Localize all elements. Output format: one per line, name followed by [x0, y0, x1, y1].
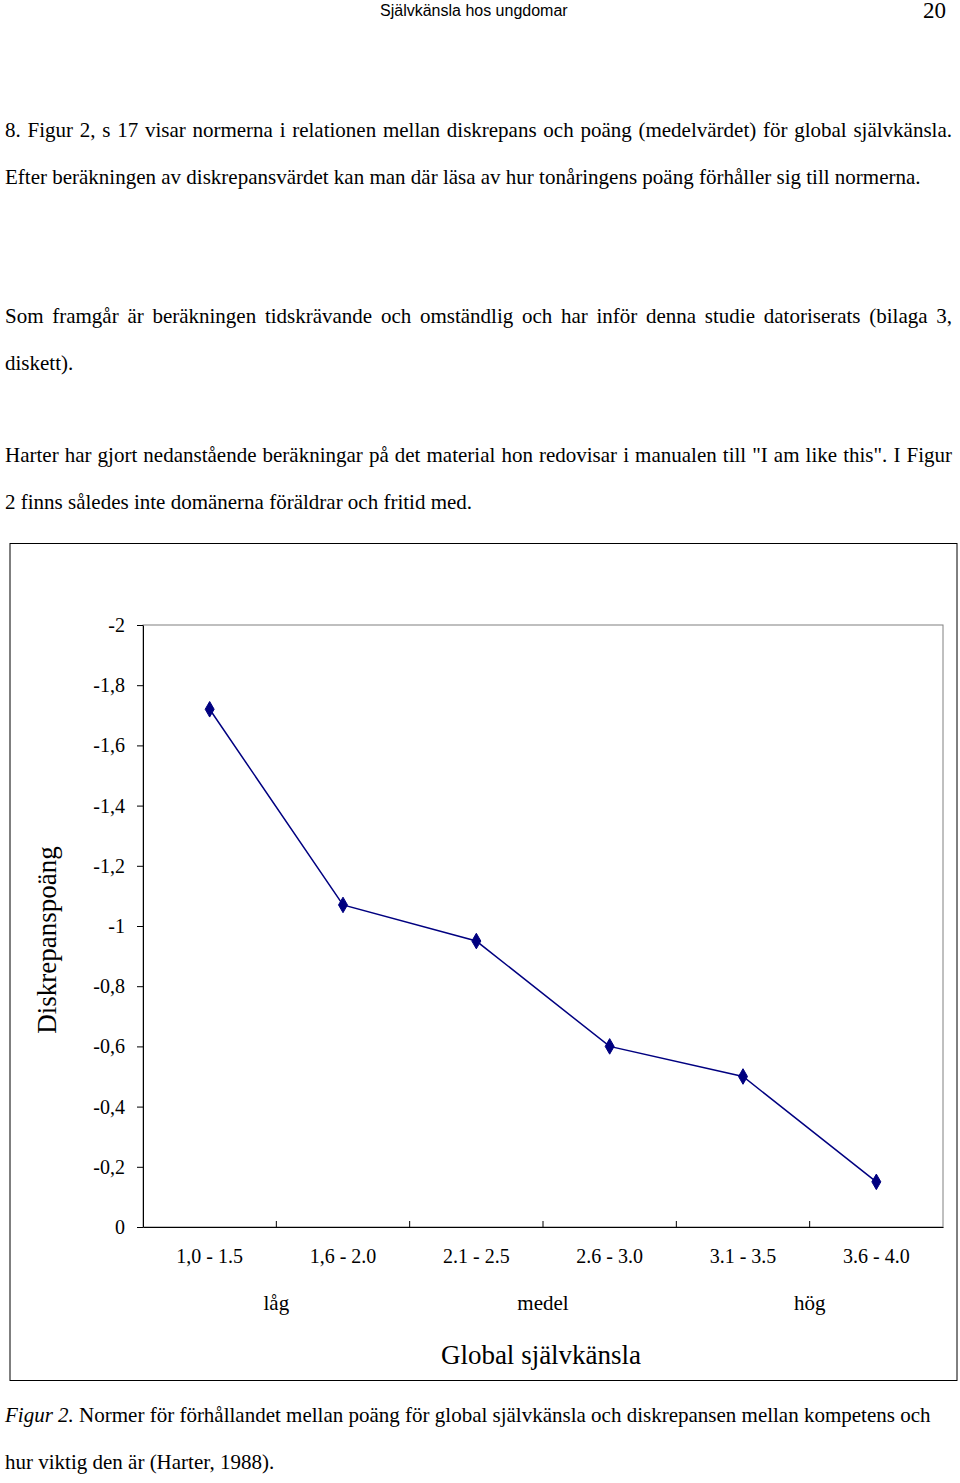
x-divider — [809, 1221, 810, 1227]
y-tick-mark — [137, 1227, 143, 1228]
y-tick-label: -0,4 — [93, 1096, 125, 1118]
x-tick: 3.1 - 3.5 — [710, 1227, 777, 1267]
x-tick-label: 2.6 - 3.0 — [576, 1245, 643, 1267]
x-divider — [676, 1221, 677, 1227]
y-tick: -1,4 — [93, 795, 143, 817]
y-axis-line — [143, 626, 144, 1228]
data-point — [205, 701, 214, 717]
x-axis-title: Global självkänsla — [441, 1340, 641, 1370]
y-tick: -0,2 — [93, 1156, 143, 1178]
x-tick: 3.6 - 4.0 — [843, 1227, 910, 1267]
caption-label: Figur 2. — [5, 1403, 74, 1427]
y-tick-label: -0,6 — [93, 1035, 125, 1057]
x-tick-label: 1,0 - 1.5 — [176, 1245, 243, 1267]
caption: Figur 2. Normer för förhållandet mellan … — [5, 1392, 952, 1483]
y-tick-mark — [137, 745, 143, 746]
y-tick-mark — [137, 806, 143, 807]
y-tick: -0,6 — [93, 1035, 143, 1057]
y-tick-mark — [137, 625, 143, 626]
plot-area — [205, 701, 881, 1189]
y-tick: -1,2 — [93, 855, 143, 877]
y-tick: -1,8 — [93, 674, 143, 696]
y-tick-label: -1,8 — [93, 674, 125, 696]
paragraph: Som framgår är beräkningen tidskrävande … — [5, 293, 952, 386]
data-point — [739, 1069, 748, 1085]
y-tick-label: -2 — [108, 614, 125, 636]
y-tick: -0,4 — [93, 1096, 143, 1118]
x-divider — [409, 1221, 410, 1227]
y-tick-mark — [137, 685, 143, 686]
data-point — [872, 1174, 881, 1190]
x-annotation: låg — [264, 1291, 290, 1315]
data-point — [339, 897, 348, 913]
y-tick-mark — [137, 1107, 143, 1108]
y-tick-label: -1 — [108, 915, 125, 937]
y-tick-label: -1,4 — [93, 795, 125, 817]
x-axis: 1,0 - 1.5 1,6 - 2.0 2.1 - 2.5 2.6 - 3.0 3.1 … — [144, 1227, 944, 1267]
caption-text: Normer för förhållandet mellan poäng för… — [5, 1403, 931, 1474]
y-tick-label: -0,2 — [93, 1156, 125, 1178]
y-tick-mark — [137, 866, 143, 867]
x-tick: 1,0 - 1.5 — [176, 1227, 243, 1267]
x-tick-label: 1,6 - 2.0 — [310, 1245, 377, 1267]
paragraph: Harter har gjort nedanstående beräkninga… — [5, 432, 952, 525]
x-annotation: medel — [517, 1291, 568, 1315]
x-tick-label: 3.6 - 4.0 — [843, 1245, 910, 1267]
x-tick: 1,6 - 2.0 — [310, 1227, 377, 1267]
plot-frame — [143, 625, 943, 1227]
x-tick-label: 3.1 - 3.5 — [710, 1245, 777, 1267]
x-axis-line — [144, 1227, 944, 1228]
y-tick: 0 — [115, 1216, 143, 1238]
x-annotation: hög — [794, 1291, 826, 1315]
chart-border — [10, 544, 957, 1381]
y-tick-label: -0,8 — [93, 975, 125, 997]
chart: -2 -1,8 -1,6 -1,4 -1,2 -1 -0,8 -0,6 -0,4 -0,2 0 1,0… — [0, 543, 960, 1383]
data-line — [210, 709, 877, 1182]
data-point — [605, 1039, 614, 1055]
y-tick-label: -1,6 — [93, 734, 125, 756]
y-axis-title: Diskrepanspoäng — [32, 846, 62, 1033]
y-tick-mark — [137, 926, 143, 927]
paragraph: 8. Figur 2, s 17 visar normerna i relati… — [5, 107, 952, 200]
y-tick-mark — [137, 1046, 143, 1047]
y-tick: -2 — [108, 614, 143, 636]
data-point — [472, 933, 481, 949]
x-tick: 2.1 - 2.5 — [443, 1227, 510, 1267]
y-tick: -1 — [108, 915, 143, 937]
running-header: Självkänsla hos ungdomar — [380, 2, 568, 20]
x-tick: 2.6 - 3.0 — [576, 1227, 643, 1267]
y-axis: -2 -1,8 -1,6 -1,4 -1,2 -1 -0,8 -0,6 -0,4 -0,2 0 — [93, 614, 143, 1238]
x-tick-label: 2.1 - 2.5 — [443, 1245, 510, 1267]
x-divider — [543, 1221, 544, 1227]
x-divider — [276, 1221, 277, 1227]
y-tick-mark — [137, 986, 143, 987]
y-tick: -1,6 — [93, 734, 143, 756]
y-tick-label: -1,2 — [93, 855, 125, 877]
y-tick-mark — [137, 1167, 143, 1168]
y-tick-label: 0 — [115, 1216, 125, 1238]
y-tick: -0,8 — [93, 975, 143, 997]
page-number: 20 — [923, 0, 946, 24]
